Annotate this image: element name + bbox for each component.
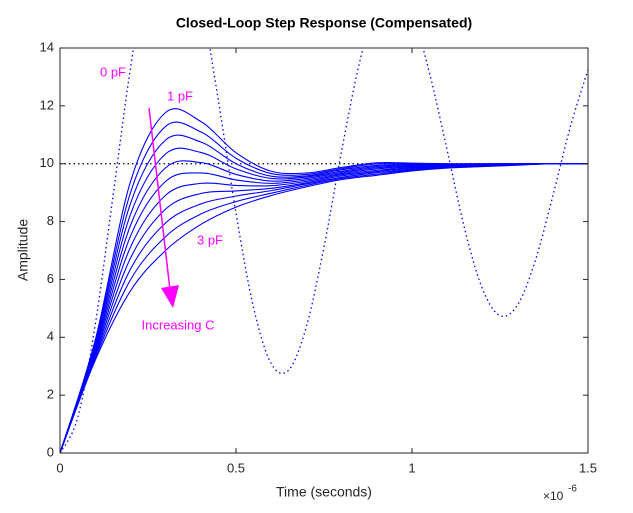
annotation: 3 pF	[197, 232, 223, 247]
y-tick-label: 8	[47, 213, 54, 228]
annotation: 0 pF	[100, 64, 126, 79]
x-tick-label: 0	[56, 460, 63, 475]
x-multiplier: ×10	[543, 489, 564, 503]
series-line	[60, 163, 588, 453]
series-line	[60, 48, 588, 453]
x-axis-label: Time (seconds)	[276, 484, 372, 500]
chart-title: Closed-Loop Step Response (Compensated)	[176, 15, 472, 31]
axes-box	[59, 47, 589, 454]
y-tick-label: 14	[40, 39, 54, 54]
y-tick-label: 12	[40, 97, 54, 112]
annotation: Increasing C	[142, 317, 215, 332]
x-tick-label: 1.5	[579, 460, 597, 475]
y-tick-label: 6	[47, 271, 54, 286]
y-tick-label: 2	[47, 387, 54, 402]
annotation: 1 pF	[167, 88, 193, 103]
y-tick-label: 10	[40, 155, 54, 170]
plot-area	[60, 48, 588, 453]
x-tick-label: 0.5	[227, 460, 245, 475]
arrow-shaft	[148, 107, 171, 291]
y-tick-label: 0	[47, 444, 54, 459]
x-tick-label: 1	[408, 460, 415, 475]
y-axis-label: Amplitude	[15, 219, 31, 281]
arrow-head	[161, 285, 179, 308]
y-tick-label: 4	[47, 329, 54, 344]
x-multiplier-exponent: -6	[568, 484, 577, 495]
